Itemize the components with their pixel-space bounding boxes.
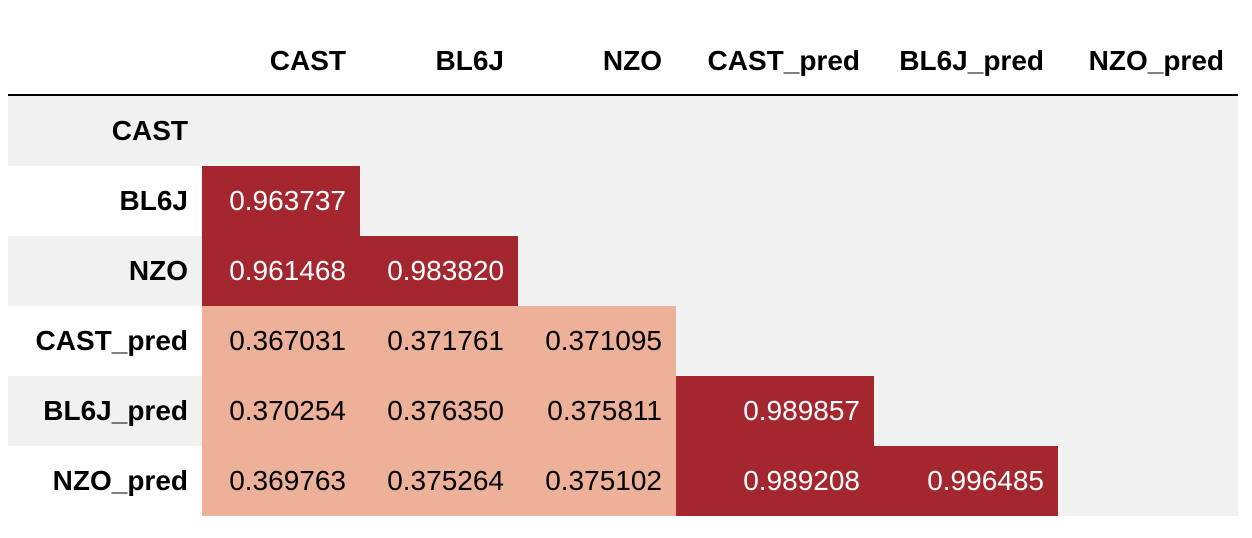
data-cell (874, 96, 1058, 166)
data-cell (360, 166, 518, 236)
data-cell: 0.989857 (676, 376, 874, 446)
data-cell (676, 236, 874, 306)
data-cell (1058, 306, 1238, 376)
data-cell (1058, 446, 1238, 516)
col-header: CAST_pred (707, 45, 860, 76)
data-cell (360, 96, 518, 166)
data-cell (1058, 376, 1238, 446)
col-header: NZO (602, 45, 662, 76)
data-cell (874, 306, 1058, 376)
table-row: CAST_pred 0.367031 0.371761 0.371095 (8, 306, 1238, 376)
data-cell: 0.961468 (202, 236, 360, 306)
data-cell (1058, 96, 1238, 166)
data-cell: 0.963737 (202, 166, 360, 236)
data-cell: 0.369763 (202, 446, 360, 516)
data-cell: 0.367031 (202, 306, 360, 376)
header-row: CAST BL6J NZO CAST_pred BL6J_pred NZO_pr… (8, 28, 1238, 96)
data-cell (1058, 166, 1238, 236)
data-cell: 0.989208 (676, 446, 874, 516)
data-cell: 0.371761 (360, 306, 518, 376)
table-row: BL6J_pred 0.370254 0.376350 0.375811 0.9… (8, 376, 1238, 446)
col-header: BL6J (435, 45, 504, 76)
row-label: BL6J_pred (8, 376, 202, 446)
table-row: NZO_pred 0.369763 0.375264 0.375102 0.98… (8, 446, 1238, 516)
col-header: BL6J_pred (899, 45, 1044, 76)
row-label: BL6J (119, 185, 188, 216)
data-cell: 0.996485 (874, 446, 1058, 516)
data-cell: 0.983820 (360, 236, 518, 306)
row-label: NZO (8, 236, 202, 306)
correlation-table: CAST BL6J NZO CAST_pred BL6J_pred NZO_pr… (8, 28, 1238, 516)
col-header: CAST (269, 45, 346, 76)
data-cell (676, 96, 874, 166)
data-cell: 0.370254 (202, 376, 360, 446)
data-cell: 0.376350 (360, 376, 518, 446)
table-row: NZO 0.961468 0.983820 (8, 236, 1238, 306)
table-row: BL6J 0.963737 (8, 166, 1238, 236)
data-cell (874, 376, 1058, 446)
data-cell: 0.375264 (360, 446, 518, 516)
table-row: CAST (8, 96, 1238, 166)
data-cell (202, 96, 360, 166)
corner-cell (8, 28, 202, 94)
col-header: NZO_pred (1088, 45, 1224, 76)
data-cell (676, 166, 874, 236)
data-cell: 0.375102 (518, 446, 676, 516)
data-cell: 0.371095 (518, 306, 676, 376)
data-cell (518, 236, 676, 306)
data-cell (874, 166, 1058, 236)
row-label: CAST (8, 96, 202, 166)
data-cell (874, 236, 1058, 306)
data-cell (518, 96, 676, 166)
data-cell (676, 306, 874, 376)
row-label: NZO_pred (52, 465, 188, 496)
data-cell: 0.375811 (518, 376, 676, 446)
data-cell (518, 166, 676, 236)
data-cell (1058, 236, 1238, 306)
row-label: CAST_pred (35, 325, 188, 356)
